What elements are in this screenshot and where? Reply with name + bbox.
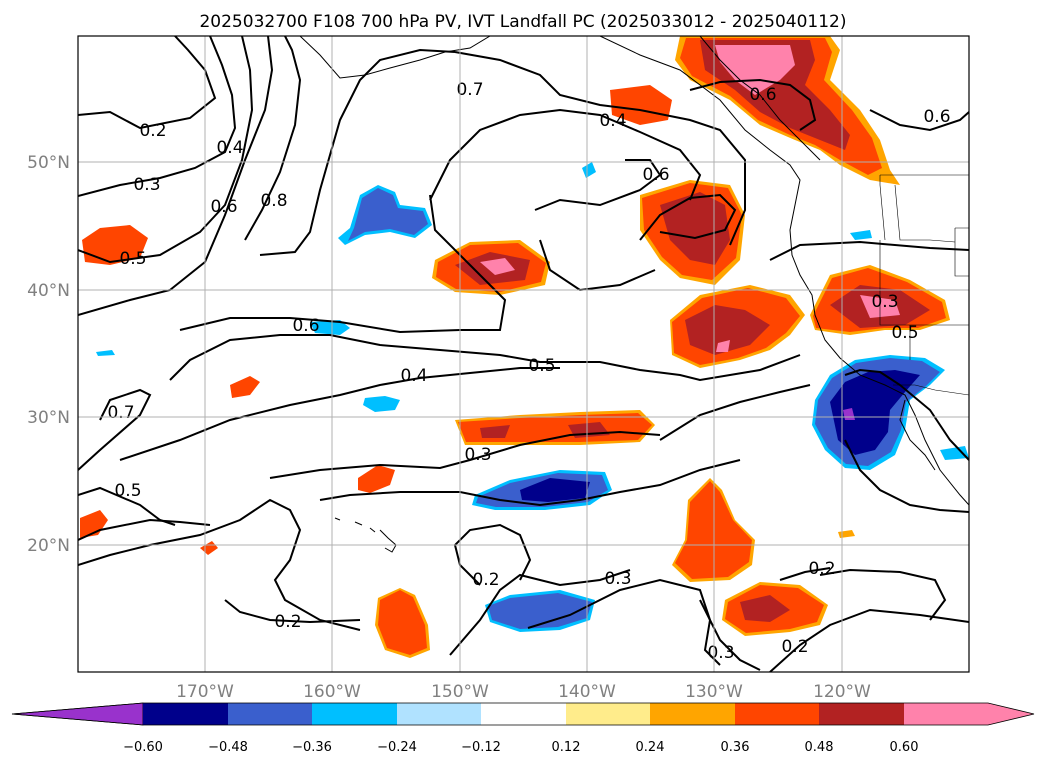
contour-label: 0.6 (642, 165, 669, 185)
gridlines (78, 36, 969, 672)
colorbar-min-extend (11, 702, 144, 726)
contour-label: 0.3 (133, 175, 160, 195)
colorbar-segment (735, 703, 819, 725)
lat-label-20n: 20°N (27, 536, 70, 556)
colorbar-tick-label: 0.36 (721, 740, 750, 755)
contour-label: 0.3 (707, 643, 734, 663)
colorbar-tick-label: 0.24 (636, 740, 665, 755)
lon-label-130w: 130°W (685, 682, 743, 702)
colorbar-segment (650, 703, 735, 725)
map-frame (77, 35, 970, 673)
contour-label: 0.5 (114, 481, 141, 501)
colorbar-tick-label: 0.12 (552, 740, 581, 755)
contour-labels: 0.2 0.3 0.4 0.6 0.8 0.5 0.7 0.6 0.4 0.6 … (107, 80, 950, 663)
colorbar-segment (566, 703, 650, 725)
contour-label: 0.6 (749, 85, 776, 105)
colorbar: −0.60 −0.48 −0.36 −0.24 −0.12 0.12 0.24 … (11, 702, 1035, 755)
coastlines (299, 36, 969, 553)
contour-label: 0.4 (599, 111, 626, 131)
colorbar-tick-label: 0.48 (805, 740, 834, 755)
colorbar-tick-label: −0.36 (292, 740, 332, 755)
lat-label-40n: 40°N (27, 281, 70, 301)
colorbar-segment (819, 703, 904, 725)
colorbar-tick-label: −0.24 (377, 740, 417, 755)
colorbar-segment (312, 703, 397, 725)
colorbar-tick-label: −0.60 (123, 740, 163, 755)
contour-label: 0.2 (139, 121, 166, 141)
contours (78, 36, 969, 672)
contour-label: 0.2 (808, 559, 835, 579)
contour-label: 0.2 (781, 637, 808, 657)
lat-labels: 50°N 40°N 30°N 20°N (27, 153, 70, 556)
lon-label-140w: 140°W (558, 682, 616, 702)
colorbar-segment (228, 703, 312, 725)
figure-title: 2025032700 F108 700 hPa PV, IVT Landfall… (199, 12, 846, 32)
colorbar-tick-label: 0.60 (890, 740, 919, 755)
colorbar-segment (397, 703, 481, 725)
contour-label: 0.3 (871, 292, 898, 312)
contour-label: 0.5 (119, 249, 146, 269)
map-panel: 0.2 0.3 0.4 0.6 0.8 0.5 0.7 0.6 0.4 0.6 … (77, 35, 970, 673)
contour-label: 0.6 (923, 107, 950, 127)
contour-label: 0.8 (260, 191, 287, 211)
contour-label: 0.6 (292, 316, 319, 336)
lon-label-150w: 150°W (431, 682, 489, 702)
contour-label: 0.6 (210, 197, 237, 217)
colorbar-tick-label: −0.48 (208, 740, 248, 755)
contour-label: 0.7 (107, 403, 134, 423)
colorbar-tick-label: −0.12 (461, 740, 501, 755)
contour-label: 0.2 (472, 570, 499, 590)
contour-label: 0.7 (456, 80, 483, 100)
borders (879, 174, 969, 396)
lat-label-30n: 30°N (27, 408, 70, 428)
lon-label-120w: 120°W (813, 682, 871, 702)
colorbar-max-extend (904, 703, 1034, 725)
contour-label: 0.5 (891, 323, 918, 343)
contour-label: 0.3 (464, 445, 491, 465)
contour-label: 0.3 (604, 569, 631, 589)
colorbar-segment (143, 703, 228, 725)
colorbar-segment (481, 703, 566, 725)
contour-label: 0.4 (400, 366, 427, 386)
lon-label-160w: 160°W (303, 682, 361, 702)
contour-label: 0.5 (528, 356, 555, 376)
lat-label-50n: 50°N (27, 153, 70, 173)
contour-label: 0.4 (216, 138, 243, 158)
contour-label: 0.2 (274, 612, 301, 632)
lon-label-170w: 170°W (176, 682, 234, 702)
colorbar-ticks: −0.60 −0.48 −0.36 −0.24 −0.12 0.12 0.24 … (123, 740, 918, 755)
lon-labels: 170°W 160°W 150°W 140°W 130°W 120°W (176, 682, 871, 702)
